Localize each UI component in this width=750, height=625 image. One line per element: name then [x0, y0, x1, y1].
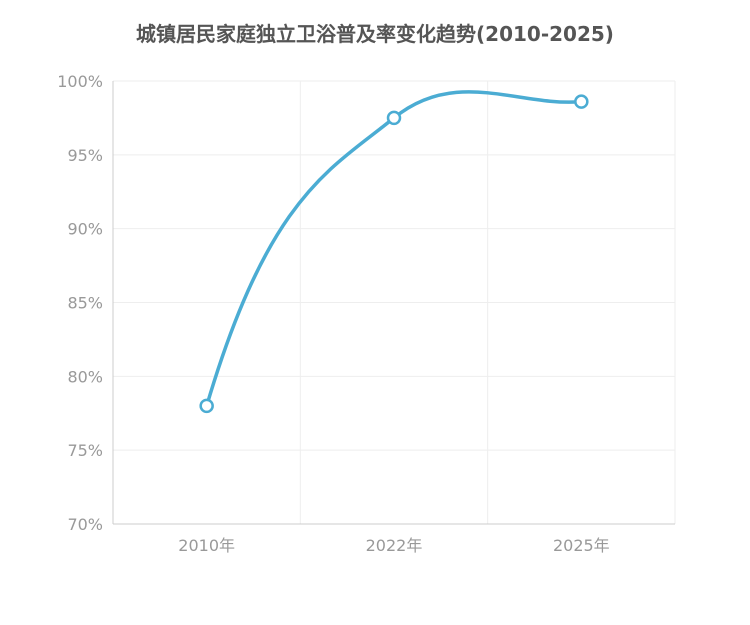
x-axis-ticks: 2010年 2022年 2025年 [178, 536, 609, 555]
y-tick-label: 70% [67, 515, 103, 534]
y-axis-ticks: 70% 75% 80% 85% 90% 95% 100% [57, 72, 103, 534]
x-tick-label: 2010年 [178, 536, 235, 555]
axes [112, 81, 675, 525]
y-tick-label: 80% [67, 367, 103, 386]
x-tick-label: 2025年 [553, 536, 610, 555]
y-tick-label: 100% [57, 72, 103, 91]
series-line [204, 90, 584, 408]
y-tick-label: 75% [67, 441, 103, 460]
y-tick-label: 90% [67, 220, 103, 239]
grid-lines [113, 80, 676, 524]
data-point [199, 398, 214, 414]
chart-title: 城镇居民家庭独立卫浴普及率变化趋势(2010-2025) [136, 22, 614, 46]
x-tick-label: 2022年 [366, 536, 423, 555]
series-group [199, 90, 589, 414]
data-point [574, 94, 589, 109]
y-tick-label: 95% [67, 146, 103, 165]
y-tick-label: 85% [67, 294, 103, 313]
data-point [386, 110, 402, 126]
